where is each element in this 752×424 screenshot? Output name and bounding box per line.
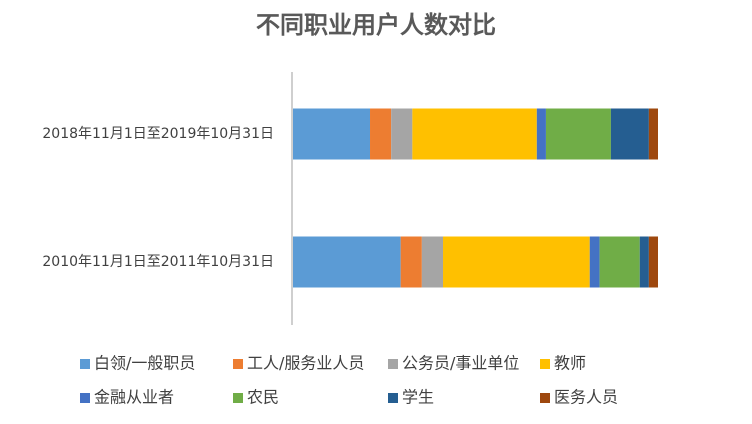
- legend-label: 公务员/事业单位: [402, 354, 519, 373]
- y-tick-label: 2010年11月1日至2011年10月31日: [42, 254, 274, 270]
- legend-label: 金融从业者: [94, 388, 174, 407]
- bar-segment: [589, 236, 600, 288]
- bar-segment: [391, 108, 413, 160]
- bar-segment: [293, 108, 371, 160]
- y-tick-label: 2018年11月1日至2019年10月31日: [42, 126, 274, 142]
- legend-label: 学生: [402, 388, 434, 407]
- bar-segment: [421, 236, 444, 288]
- legend-label: 农民: [247, 388, 279, 407]
- legend-swatch: [388, 359, 398, 369]
- bar-segment: [648, 236, 658, 288]
- bar-segment: [412, 108, 537, 160]
- bar-segment: [370, 108, 392, 160]
- bar-segment: [599, 236, 640, 288]
- legend-swatch: [80, 393, 90, 403]
- bar-segment: [545, 108, 611, 160]
- legend-label: 白领/一般职员: [94, 354, 195, 373]
- legend-swatch: [540, 359, 550, 369]
- bar-segment: [443, 236, 590, 288]
- legend-swatch: [233, 359, 243, 369]
- bar-segment: [400, 236, 422, 288]
- legend-swatch: [233, 393, 243, 403]
- legend-label: 医务人员: [554, 388, 618, 407]
- legend-label: 教师: [554, 354, 586, 373]
- chart-title: 不同职业用户人数对比: [256, 11, 496, 39]
- bar-segment: [293, 236, 401, 288]
- bar-segment: [536, 108, 546, 160]
- legend-label: 工人/服务业人员: [247, 354, 364, 373]
- bar-segment: [648, 108, 658, 160]
- legend-swatch: [388, 393, 398, 403]
- legend-swatch: [540, 393, 550, 403]
- bar-segment: [639, 236, 649, 288]
- legend-swatch: [80, 359, 90, 369]
- bar-segment: [610, 108, 649, 160]
